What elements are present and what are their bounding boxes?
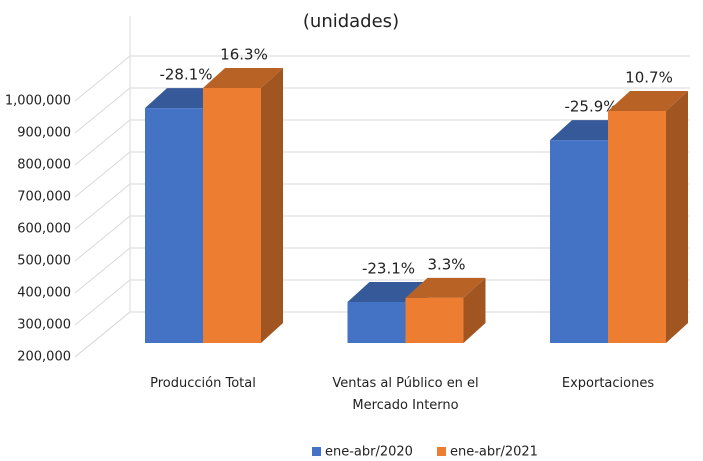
y-tick-label: 600,000 (17, 222, 71, 237)
y-tick-label: 500,000 (17, 254, 71, 269)
bar-front (347, 302, 406, 343)
bar-front (405, 297, 464, 343)
y-tick-label: 900,000 (17, 126, 71, 141)
y-tick-label: 800,000 (17, 158, 71, 173)
bar-top (203, 67, 283, 88)
y-tick-label: 700,000 (17, 190, 71, 205)
x-tick-label: Ventas al Público en el Mercado Interno (332, 376, 479, 413)
x-tick-label: Exportaciones (561, 376, 655, 391)
bar-front (608, 111, 666, 343)
chart-title: (unidades) (303, 11, 399, 32)
data-label: 16.3% (220, 45, 268, 63)
x-tick-label: Producción Total (150, 376, 256, 391)
y-tick-label: 200,000 (17, 350, 71, 365)
bar-top (405, 277, 486, 298)
bar-side (261, 67, 283, 344)
bar-front (550, 140, 608, 343)
data-label: -25.9% (564, 98, 617, 116)
y-tick-label: 400,000 (17, 286, 71, 301)
y-tick-label: 1,000,000 (5, 94, 71, 109)
data-label: 3.3% (427, 255, 465, 273)
bar (405, 277, 486, 343)
bar (608, 91, 688, 343)
data-label: 10.7% (625, 69, 673, 87)
bar-front (145, 108, 203, 344)
legend-swatch (312, 447, 321, 456)
bar (203, 67, 283, 344)
data-label: -23.1% (362, 260, 415, 278)
legend-swatch (437, 447, 446, 456)
bar-side (666, 91, 688, 343)
legend-label: ene-abr/2020 (325, 445, 413, 460)
bar-top (608, 91, 688, 111)
legend-label: ene-abr/2021 (450, 445, 538, 460)
data-label: -28.1% (159, 66, 212, 84)
bar-side (463, 277, 486, 343)
y-tick-label: 300,000 (17, 318, 71, 333)
bar-front (203, 87, 261, 344)
